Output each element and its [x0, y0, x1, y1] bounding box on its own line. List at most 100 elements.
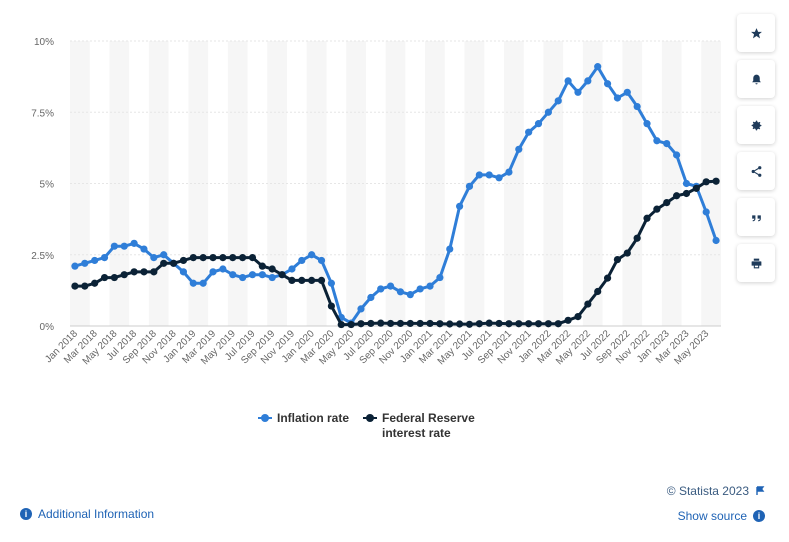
- data-point[interactable]: [712, 177, 720, 185]
- data-point[interactable]: [71, 282, 79, 290]
- share-button[interactable]: [737, 152, 775, 190]
- data-point[interactable]: [169, 259, 178, 267]
- data-point[interactable]: [396, 319, 405, 328]
- data-point[interactable]: [554, 320, 562, 328]
- legend-item-fed-rate[interactable]: Federal Reserve interest rate: [363, 411, 492, 441]
- data-point[interactable]: [643, 214, 651, 222]
- data-point[interactable]: [702, 178, 710, 186]
- data-point[interactable]: [298, 256, 306, 265]
- data-point[interactable]: [120, 242, 128, 250]
- data-point[interactable]: [574, 88, 582, 96]
- data-point[interactable]: [643, 120, 651, 128]
- data-point[interactable]: [465, 320, 474, 328]
- data-point[interactable]: [209, 254, 217, 262]
- data-point[interactable]: [396, 288, 405, 296]
- data-point[interactable]: [327, 279, 335, 287]
- data-point[interactable]: [91, 279, 99, 287]
- data-point[interactable]: [278, 271, 286, 279]
- data-point[interactable]: [160, 259, 168, 267]
- data-point[interactable]: [475, 171, 483, 179]
- data-point[interactable]: [406, 291, 414, 299]
- data-point[interactable]: [426, 282, 434, 290]
- data-point[interactable]: [416, 285, 424, 293]
- data-point[interactable]: [485, 171, 493, 179]
- data-point[interactable]: [386, 319, 395, 328]
- data-point[interactable]: [663, 140, 671, 148]
- data-point[interactable]: [298, 276, 306, 284]
- data-point[interactable]: [357, 320, 365, 328]
- data-point[interactable]: [308, 276, 316, 284]
- data-point[interactable]: [623, 88, 631, 96]
- data-point[interactable]: [248, 254, 257, 262]
- data-point[interactable]: [613, 255, 622, 264]
- data-point[interactable]: [91, 256, 99, 265]
- cite-button[interactable]: [737, 198, 775, 236]
- data-point[interactable]: [594, 63, 602, 71]
- print-button[interactable]: [737, 244, 775, 282]
- data-point[interactable]: [386, 282, 395, 290]
- data-point[interactable]: [327, 302, 335, 310]
- data-point[interactable]: [258, 262, 266, 270]
- data-point[interactable]: [534, 120, 543, 128]
- data-point[interactable]: [613, 94, 622, 102]
- data-point[interactable]: [199, 254, 207, 262]
- data-point[interactable]: [603, 80, 612, 88]
- data-point[interactable]: [308, 251, 316, 259]
- data-point[interactable]: [525, 128, 533, 136]
- data-point[interactable]: [140, 268, 148, 276]
- data-point[interactable]: [120, 271, 128, 279]
- data-point[interactable]: [288, 265, 296, 273]
- data-point[interactable]: [71, 262, 79, 270]
- data-point[interactable]: [317, 256, 326, 265]
- data-point[interactable]: [189, 254, 197, 262]
- data-point[interactable]: [416, 319, 424, 328]
- data-point[interactable]: [150, 268, 158, 276]
- data-point[interactable]: [377, 319, 385, 327]
- data-point[interactable]: [248, 271, 257, 279]
- data-point[interactable]: [692, 184, 700, 192]
- data-point[interactable]: [633, 102, 641, 111]
- data-point[interactable]: [140, 245, 148, 253]
- data-point[interactable]: [436, 273, 444, 282]
- data-point[interactable]: [81, 259, 89, 267]
- data-point[interactable]: [465, 182, 474, 190]
- data-point[interactable]: [219, 265, 227, 273]
- data-point[interactable]: [367, 319, 375, 328]
- data-point[interactable]: [456, 202, 464, 210]
- data-point[interactable]: [682, 189, 691, 198]
- data-point[interactable]: [544, 108, 552, 116]
- data-point[interactable]: [495, 174, 503, 182]
- data-point[interactable]: [160, 251, 168, 259]
- data-point[interactable]: [544, 320, 552, 328]
- show-source-link[interactable]: Show source i: [678, 509, 765, 523]
- data-point[interactable]: [594, 287, 602, 296]
- data-point[interactable]: [357, 305, 365, 313]
- data-point[interactable]: [712, 236, 720, 245]
- data-point[interactable]: [436, 320, 444, 328]
- data-point[interactable]: [406, 319, 414, 328]
- data-point[interactable]: [584, 300, 592, 308]
- data-point[interactable]: [663, 198, 671, 207]
- data-point[interactable]: [475, 320, 483, 328]
- data-point[interactable]: [337, 320, 345, 329]
- data-point[interactable]: [505, 320, 513, 328]
- settings-button[interactable]: [737, 106, 775, 144]
- data-point[interactable]: [110, 273, 118, 282]
- statista-credit[interactable]: © Statista 2023: [667, 484, 765, 498]
- data-point[interactable]: [653, 205, 661, 213]
- data-point[interactable]: [682, 179, 691, 188]
- data-point[interactable]: [633, 234, 641, 242]
- data-point[interactable]: [495, 319, 503, 328]
- data-point[interactable]: [564, 316, 572, 324]
- data-point[interactable]: [189, 279, 197, 287]
- data-point[interactable]: [426, 319, 434, 328]
- legend-item-inflation[interactable]: Inflation rate: [258, 411, 349, 441]
- data-point[interactable]: [347, 320, 355, 329]
- data-point[interactable]: [485, 319, 493, 327]
- favorite-button[interactable]: [737, 14, 775, 52]
- data-point[interactable]: [446, 245, 454, 253]
- data-point[interactable]: [229, 254, 237, 262]
- data-point[interactable]: [288, 276, 296, 284]
- data-point[interactable]: [100, 273, 109, 282]
- data-point[interactable]: [367, 293, 375, 302]
